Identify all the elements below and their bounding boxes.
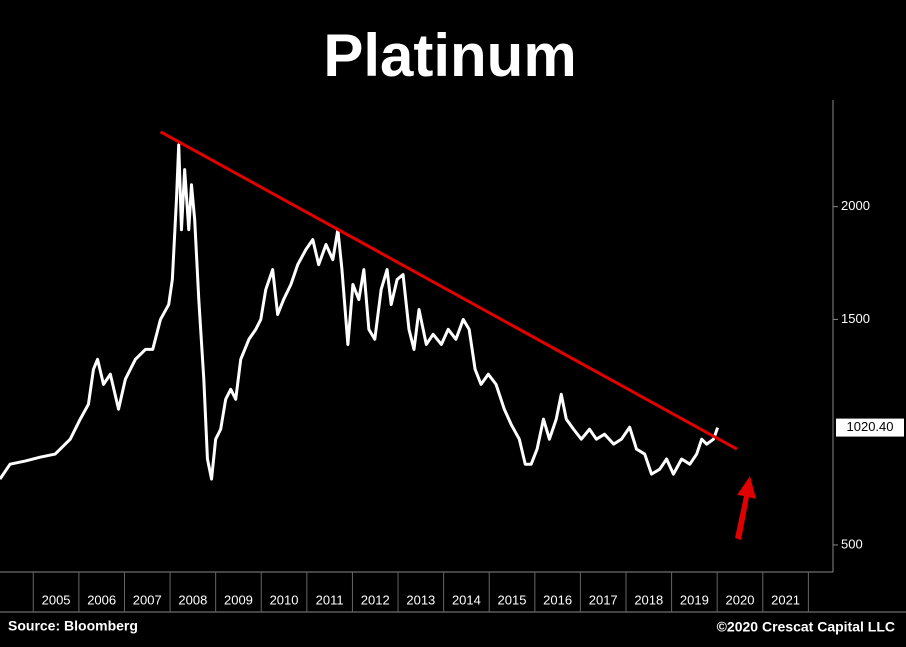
x-tick-label: 2018 [634,592,663,607]
last-value-label: 1020.40 [847,419,894,434]
source: Source: Bloomberg [8,618,138,634]
x-tick-label: 2014 [452,592,481,607]
y-tick-label: 2000 [841,198,870,213]
x-tick-label: 2008 [178,592,207,607]
chart-title: Platinum [323,22,576,89]
x-tick-label: 2005 [42,592,71,607]
x-tick-label: 2012 [361,592,390,607]
arrow [735,476,756,540]
x-tick-label: 2021 [771,592,800,607]
x-tick-label: 2010 [270,592,299,607]
trendline [159,130,738,451]
x-tick-label: 2006 [87,592,116,607]
y-tick-label: 1500 [841,311,870,326]
last-value-box [836,418,904,437]
copyright: ©2020 Crescat Capital LLC [717,619,895,635]
x-tick-label: 2009 [224,592,253,607]
y-tick-label: 500 [841,536,863,551]
x-tick-label: 2016 [543,592,572,607]
x-tick-label: 2013 [406,592,435,607]
x-tick-label: 2007 [133,592,162,607]
x-tick-label: 2017 [589,592,618,607]
x-tick-label: 2019 [680,592,709,607]
series-line [0,143,720,481]
x-tick-label: 2015 [498,592,527,607]
x-tick-label: 2011 [316,592,344,607]
x-tick-label: 2020 [726,592,755,607]
